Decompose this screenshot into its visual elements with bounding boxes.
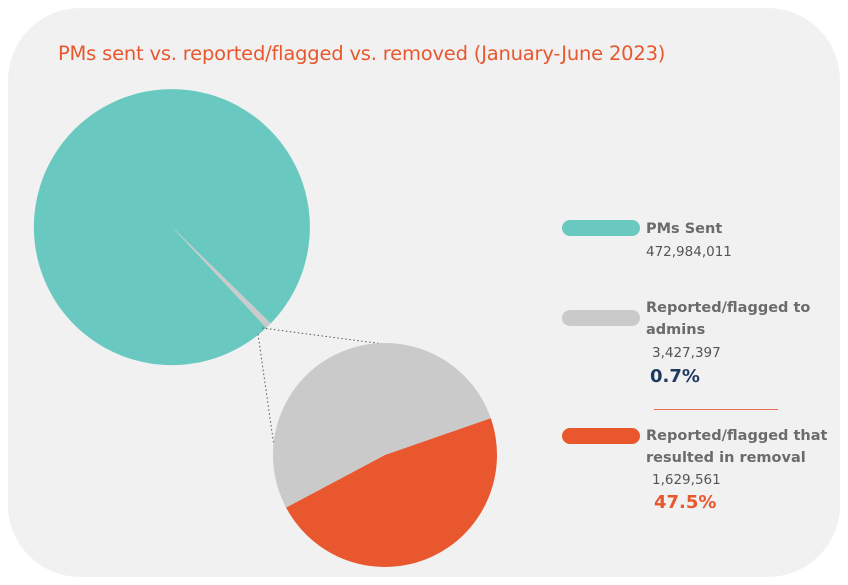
- legend-swatch-reported: [562, 310, 640, 326]
- main-pie: [33, 89, 310, 366]
- legend-value-removed: 1,629,561: [652, 472, 721, 488]
- legend-label-removed: Reported/flagged that resulted in remova…: [646, 428, 828, 466]
- legend-divider: [654, 409, 778, 410]
- legend-value-sent: 472,984,011: [646, 244, 732, 260]
- legend-label-sent: PMs Sent: [646, 221, 723, 237]
- pie-slice-reported-not-removed: [272, 342, 491, 508]
- legend-value-reported: 3,427,397: [652, 345, 721, 361]
- detail-pie: [272, 342, 497, 567]
- chart-title: PMs sent vs. reported/flagged vs. remove…: [58, 42, 666, 65]
- legend-label-reported: Reported/flagged to admins: [646, 300, 811, 338]
- connector-line-top: [261, 327, 415, 349]
- pie-slice-pms-sent: [33, 89, 310, 366]
- pie-slice-reported: [172, 227, 271, 328]
- legend-percent-reported: 0.7%: [650, 366, 700, 387]
- legend-swatch-removed: [562, 428, 640, 444]
- legend-percent-removed: 47.5%: [654, 492, 717, 513]
- pie-slice-removed: [286, 418, 497, 567]
- connector-line-bottom: [257, 333, 275, 447]
- connector-lines: [257, 327, 415, 447]
- legend-swatch-sent: [562, 220, 640, 236]
